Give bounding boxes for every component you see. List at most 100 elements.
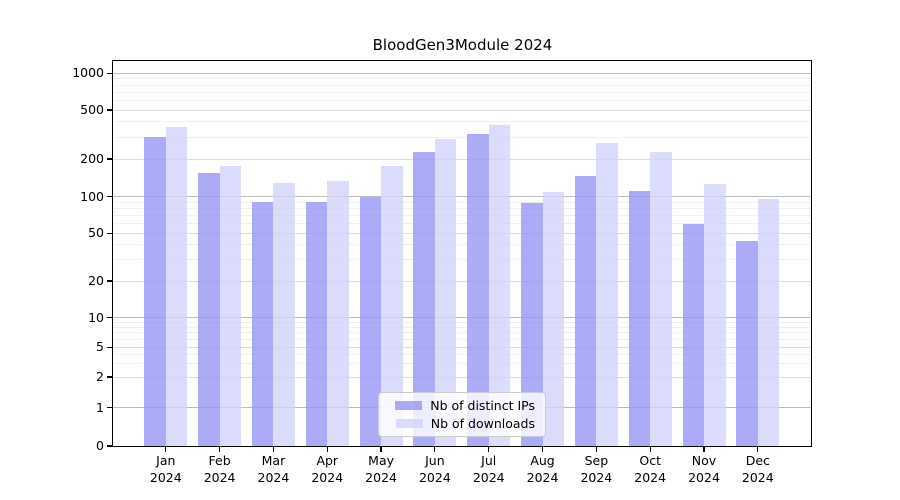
x-tick-label-jul-2024: Jul 2024 (472, 453, 505, 485)
gridline-minor (113, 84, 811, 86)
y-tick-label-5: 5 (96, 339, 104, 355)
bar-jan-2024-nb-of-downloads (165, 126, 188, 446)
gridline-minor (113, 99, 811, 101)
gridline-2 (113, 376, 811, 378)
legend-swatch-distinct-ips (395, 401, 423, 410)
gridline-minor (113, 332, 811, 334)
x-tick-label-sep-2024: Sep 2024 (580, 453, 613, 485)
y-tick-label-50: 50 (88, 225, 104, 241)
y-tick-label-100: 100 (80, 188, 104, 204)
gridline-minor (113, 215, 811, 217)
legend: Nb of distinct IPs Nb of downloads (378, 392, 546, 437)
bar-oct-2024-nb-of-downloads (650, 151, 672, 446)
gridline-10 (113, 317, 811, 319)
bar-jan-2024-nb-of-distinct-ips (144, 137, 166, 446)
gridline-minor (113, 223, 811, 225)
gridline-1000 (113, 72, 811, 74)
gridline-minor (113, 339, 811, 340)
x-tick-label-jun-2024: Jun 2024 (418, 453, 451, 485)
bar-nov-2024-nb-of-distinct-ips (682, 223, 704, 446)
x-tick-label-nov-2024: Nov 2024 (688, 453, 720, 485)
bar-jul-2024-nb-of-downloads (488, 124, 511, 446)
bar-jun-2024-nb-of-downloads (434, 139, 457, 446)
gridline-minor (113, 207, 811, 209)
chart-title: BloodGen3Module 2024 (372, 36, 553, 54)
gridline-minor (113, 326, 811, 328)
gridline-minor (113, 244, 811, 246)
bar-may-2024-nb-of-distinct-ips (359, 196, 382, 446)
gridline-minor (113, 321, 811, 323)
legend-swatch-downloads (395, 419, 423, 428)
x-tick-mark-aug-2024 (541, 447, 544, 452)
gridline-minor (113, 354, 811, 356)
y-tick-mark-10 (107, 317, 112, 319)
bar-aug-2024-nb-of-distinct-ips (521, 203, 543, 446)
y-tick-label-1000: 1000 (72, 65, 104, 81)
y-tick-mark-50 (107, 232, 112, 234)
bar-nov-2024-nb-of-downloads (704, 184, 726, 446)
y-tick-label-0: 0 (96, 438, 104, 453)
gridline-minor (113, 259, 811, 261)
y-tick-mark-500 (107, 109, 112, 111)
x-tick-mark-mar-2024 (272, 447, 275, 452)
y-tick-mark-100 (107, 196, 112, 198)
gridline-minor (113, 121, 811, 123)
gridline-minor (113, 91, 811, 93)
x-tick-label-may-2024: May 2024 (365, 453, 397, 485)
y-tick-mark-5 (107, 346, 112, 348)
gridline-500 (113, 109, 811, 111)
x-tick-mark-may-2024 (380, 447, 382, 452)
gridline-5 (113, 346, 811, 348)
y-tick-label-1: 1 (96, 399, 104, 415)
bar-aug-2024-nb-of-downloads (542, 191, 565, 446)
gridline-100 (113, 196, 811, 198)
y-tick-mark-1 (107, 406, 112, 409)
x-tick-label-feb-2024: Feb 2024 (203, 453, 236, 485)
x-tick-mark-jun-2024 (434, 447, 436, 452)
y-tick-mark-200 (107, 158, 112, 160)
x-tick-mark-sep-2024 (595, 447, 597, 452)
bar-jul-2024-nb-of-distinct-ips (467, 133, 489, 446)
x-tick-mark-nov-2024 (703, 447, 705, 452)
gridline-minor (113, 78, 811, 80)
bar-mar-2024-nb-of-downloads (273, 183, 295, 446)
legend-item-downloads: Nb of downloads (387, 416, 535, 431)
y-tick-label-500: 500 (80, 102, 104, 117)
legend-label-downloads: Nb of downloads (430, 416, 535, 431)
y-tick-mark-2 (107, 376, 112, 378)
legend-item-distinct-ips: Nb of distinct IPs (387, 398, 535, 413)
bar-may-2024-nb-of-downloads (381, 166, 403, 446)
x-tick-mark-feb-2024 (219, 447, 221, 452)
bar-feb-2024-nb-of-downloads (219, 166, 242, 446)
gridline-50 (113, 232, 811, 234)
y-tick-mark-0 (107, 445, 112, 447)
gridline-minor (113, 363, 811, 365)
y-tick-label-10: 10 (88, 309, 104, 325)
y-tick-label-20: 20 (88, 273, 104, 288)
x-tick-label-jan-2024: Jan 2024 (149, 453, 182, 485)
x-tick-mark-apr-2024 (326, 447, 328, 452)
y-tick-mark-1000 (107, 72, 112, 74)
bar-dec-2024-nb-of-downloads (757, 199, 780, 446)
bar-mar-2024-nb-of-distinct-ips (251, 202, 274, 446)
bar-apr-2024-nb-of-downloads (327, 181, 349, 446)
bar-dec-2024-nb-of-distinct-ips (736, 241, 758, 446)
x-tick-mark-jul-2024 (488, 447, 490, 452)
gridline-minor (113, 201, 811, 203)
x-tick-label-aug-2024: Aug 2024 (526, 453, 559, 485)
x-tick-label-mar-2024: Mar 2024 (257, 453, 290, 485)
x-tick-label-apr-2024: Apr 2024 (311, 453, 344, 485)
x-tick-mark-oct-2024 (649, 447, 651, 452)
y-tick-label-2: 2 (96, 369, 104, 384)
y-tick-mark-20 (107, 280, 112, 282)
bar-apr-2024-nb-of-distinct-ips (305, 202, 328, 446)
bar-sep-2024-nb-of-downloads (596, 142, 618, 446)
x-tick-mark-dec-2024 (757, 447, 759, 452)
gridline-200 (113, 158, 811, 160)
bar-feb-2024-nb-of-distinct-ips (198, 172, 220, 446)
y-tick-label-200: 200 (80, 151, 104, 166)
bar-jun-2024-nb-of-distinct-ips (413, 151, 435, 446)
bar-oct-2024-nb-of-distinct-ips (628, 190, 651, 446)
legend-label-distinct-ips: Nb of distinct IPs (430, 398, 535, 413)
